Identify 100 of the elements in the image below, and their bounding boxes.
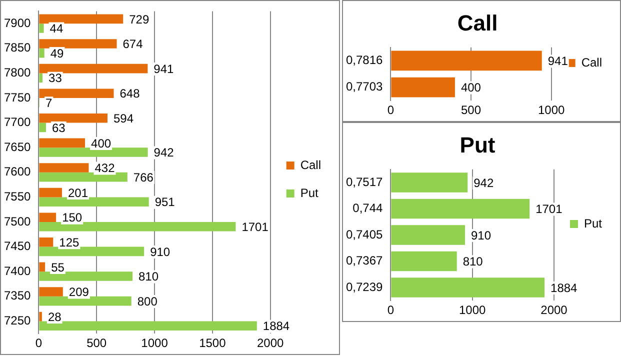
bar	[39, 138, 86, 148]
x-tick-label: 1000	[141, 336, 168, 350]
legend-label: Call	[300, 158, 321, 172]
bar	[39, 296, 132, 306]
data-label: 910	[471, 228, 492, 242]
data-label: 7	[46, 96, 53, 110]
bar	[39, 238, 54, 247]
y-tick-label: 0,7816	[346, 53, 384, 68]
x-tick-label: 0	[35, 336, 42, 350]
bar	[39, 312, 42, 322]
y-tick-label: 7250	[4, 314, 32, 328]
y-tick-label: 7500	[4, 214, 32, 228]
y-tick-label: 0,7239	[346, 280, 384, 294]
data-label: 125	[59, 235, 80, 250]
data-label: 432	[94, 161, 116, 176]
y-tick-label: 7600	[4, 164, 32, 179]
y-tick-label: 7800	[4, 66, 32, 80]
bar	[39, 122, 46, 132]
bar	[39, 39, 117, 48]
bar	[391, 278, 545, 298]
data-label: 150	[62, 210, 82, 225]
data-label: 942	[154, 146, 174, 160]
bar	[391, 225, 465, 245]
x-tick-label: 0	[387, 103, 394, 118]
data-label: 942	[474, 176, 494, 190]
data-label: 951	[154, 195, 176, 210]
x-tick-label: 1000	[538, 103, 565, 118]
bar	[39, 24, 44, 33]
bar	[391, 251, 457, 272]
bar	[39, 114, 108, 123]
data-label: 674	[122, 37, 144, 52]
y-tick-label: 0,7517	[346, 174, 384, 189]
data-label: 33	[48, 71, 62, 86]
bar	[391, 198, 530, 219]
x-tick-label: 500	[86, 336, 107, 350]
y-tick-label: 0,7367	[346, 254, 384, 268]
data-label: 910	[150, 244, 170, 259]
legend-label: Put	[300, 186, 320, 200]
y-tick-label: 7850	[4, 40, 32, 55]
bar	[391, 172, 468, 192]
data-label: 63	[52, 120, 66, 135]
y-tick-label: 7400	[4, 264, 32, 278]
data-label: 810	[462, 254, 484, 269]
x-tick-label: 2000	[540, 303, 568, 318]
bar	[39, 88, 114, 98]
bar	[39, 287, 63, 296]
bar	[39, 272, 133, 281]
y-tick-label: 7900	[4, 16, 32, 30]
data-label: 201	[68, 186, 88, 200]
data-label: 28	[48, 310, 62, 324]
legend-label: Call	[581, 55, 602, 70]
y-tick-label: 7700	[4, 115, 32, 130]
bar	[39, 64, 148, 74]
data-label: 400	[91, 136, 112, 150]
data-label: 941	[154, 62, 174, 76]
y-tick-label: 0,744	[352, 201, 384, 216]
x-tick-label: 0	[387, 303, 394, 318]
chart-title: Call	[457, 10, 498, 36]
x-tick-label: 500	[461, 103, 482, 118]
data-label: 648	[120, 86, 140, 101]
y-tick-label: 7350	[4, 288, 32, 303]
bar	[39, 73, 43, 82]
data-label: 594	[113, 111, 134, 126]
bar	[39, 172, 128, 182]
y-tick-label: 7650	[4, 140, 32, 154]
bar	[39, 148, 148, 157]
data-label: 1701	[242, 220, 269, 234]
data-label: 766	[133, 170, 154, 184]
data-label: 400	[460, 80, 482, 95]
bar	[39, 246, 144, 256]
bar	[39, 321, 257, 330]
data-label: 941	[548, 54, 568, 68]
bar	[39, 14, 124, 24]
data-label: 209	[68, 285, 90, 300]
y-tick-label: 7750	[4, 90, 32, 104]
y-tick-label: 7450	[4, 239, 32, 254]
data-label: 1884	[262, 319, 290, 334]
data-label: 810	[138, 270, 159, 284]
y-tick-label: 7550	[4, 190, 32, 204]
x-tick-label: 1500	[199, 336, 226, 350]
y-tick-label: 0,7405	[346, 227, 384, 242]
chart-title: Put	[460, 132, 496, 158]
x-tick-label: 2000	[256, 336, 284, 350]
bar	[39, 197, 149, 206]
data-label: 49	[50, 46, 64, 60]
bar	[39, 222, 236, 232]
x-tick-label: 1000	[458, 303, 486, 318]
bar	[39, 48, 44, 58]
data-label: 1701	[536, 202, 563, 216]
data-label: 55	[51, 260, 65, 274]
bar	[39, 262, 46, 272]
bar	[39, 163, 89, 172]
data-label: 800	[137, 294, 158, 308]
data-label: 44	[50, 22, 64, 36]
data-label: 729	[129, 12, 150, 26]
legend-label: Put	[584, 216, 603, 230]
bar	[39, 188, 62, 198]
data-label: 1884	[550, 280, 578, 295]
y-tick-label: 0,7703	[346, 80, 384, 94]
bar	[39, 212, 56, 222]
